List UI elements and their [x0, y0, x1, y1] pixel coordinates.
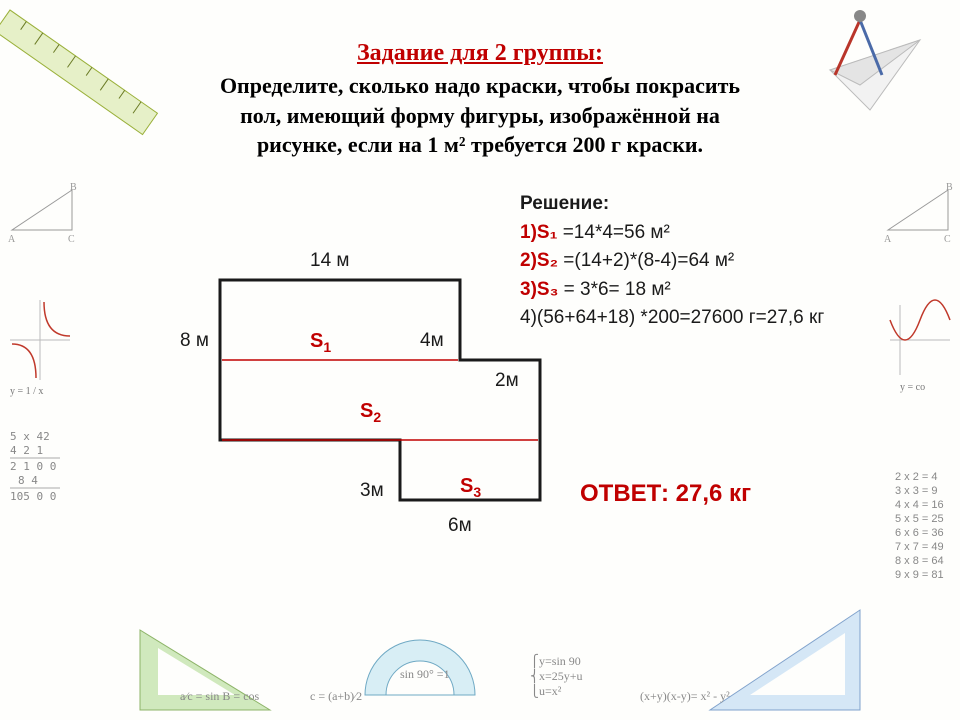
solution-heading: Решение:: [520, 190, 824, 219]
floor-diagram: 14 м 8 м 4м 2м 3м 6м S1 S2 S3: [140, 230, 560, 610]
dim-2m: 2м: [495, 370, 519, 392]
problem-line-1: Определите, сколько надо краски, чтобы п…: [220, 73, 740, 98]
solution-block: Решение: 1)S₁ =14*4=56 м² 2)S₂ =(14+2)*(…: [520, 190, 824, 333]
solution-step-4: 4)(56+64+18) *200=27600 г=27,6 кг: [520, 304, 824, 333]
body-area: Решение: 1)S₁ =14*4=56 м² 2)S₂ =(14+2)*(…: [80, 190, 880, 630]
solution-step-1: 1)S₁ =14*4=56 м²: [520, 219, 824, 248]
dim-8m: 8 м: [180, 330, 209, 352]
dim-3m: 3м: [360, 480, 384, 502]
solution-step-2: 2)S₂ =(14+2)*(8-4)=64 м²: [520, 247, 824, 276]
region-s2: S2: [360, 400, 381, 425]
region-s1: S1: [310, 330, 331, 355]
solution-step-3: 3)S₃ = 3*6= 18 м²: [520, 276, 824, 305]
problem-line-2: пол, имеющий форму фигуры, изображённой …: [240, 103, 720, 128]
problem-line-3: рисунке, если на 1 м² требуется 200 г кр…: [257, 132, 703, 157]
floor-shape: [140, 230, 560, 610]
region-s3: S3: [460, 475, 481, 500]
answer: ОТВЕТ: 27,6 кг: [580, 480, 751, 508]
dim-4m: 4м: [420, 330, 444, 352]
dim-14m: 14 м: [310, 250, 349, 272]
problem-text: Определите, сколько надо краски, чтобы п…: [80, 71, 880, 160]
slide-content: Задание для 2 группы: Определите, скольк…: [0, 0, 960, 720]
task-title: Задание для 2 группы:: [80, 40, 880, 67]
dim-6m: 6м: [448, 515, 472, 537]
